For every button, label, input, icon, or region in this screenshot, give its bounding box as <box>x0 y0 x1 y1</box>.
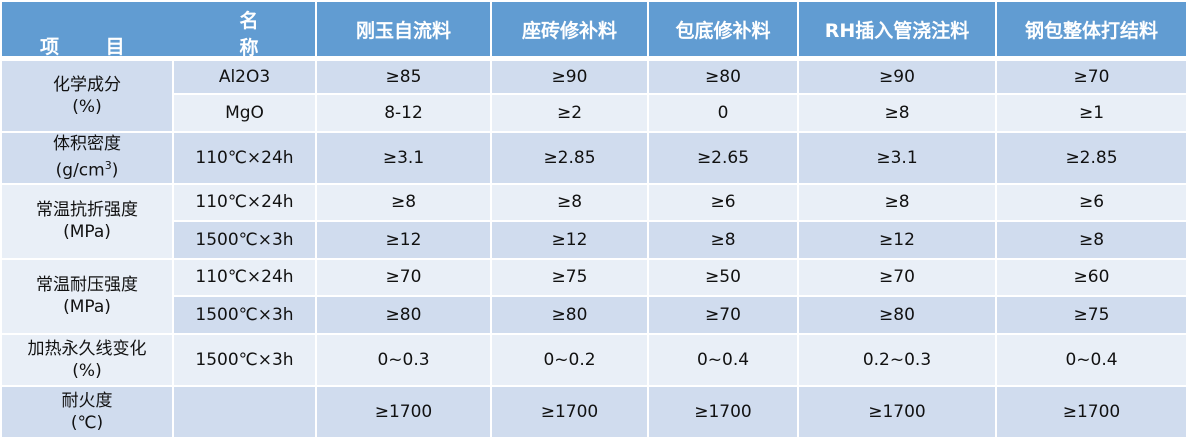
header-row: 名 称 项 目 刚玉自流料 座砖修补料 包底修补料 RH插入管浇注料 钢包整体打… <box>0 0 1186 61</box>
col-header: 钢包整体打结料 <box>995 0 1186 61</box>
table-row: 化学成分 (%) Al2O3 ≥85 ≥90 ≥80 ≥90 ≥70 <box>0 57 1186 133</box>
value-cell: 0~0.2 <box>490 332 649 387</box>
value-cell: ≥80 <box>490 294 649 335</box>
value-cell: ≥2.85 <box>995 130 1186 185</box>
property-label: 加热永久线变化 (%) <box>0 332 174 387</box>
condition-cell: 1500℃×3h <box>172 219 317 260</box>
value-cell: ≥90 <box>797 57 997 95</box>
value-cell: ≥1700 <box>797 384 997 439</box>
condition-cell: 110℃×24h <box>172 182 317 222</box>
value-cell: ≥1700 <box>995 384 1186 439</box>
value-cell: ≥8 <box>995 219 1186 260</box>
value-cell: ≥80 <box>647 57 799 95</box>
value-cell: 8-12 <box>315 92 492 133</box>
value-cell: ≥90 <box>490 57 649 95</box>
table-row: MgO 8-12 ≥2 0 ≥8 ≥1 <box>1 92 1186 133</box>
condition-cell: 110℃×24h <box>172 257 317 297</box>
col-header: RH插入管浇注料 <box>797 0 997 61</box>
value-cell: ≥70 <box>647 294 799 335</box>
item-label: 项 目 <box>40 36 145 58</box>
property-unit: (℃) <box>70 412 104 433</box>
corner-header: 名 称 项 目 <box>0 0 317 61</box>
property-name: 常温抗折强度 <box>36 200 138 220</box>
value-cell: ≥70 <box>315 257 492 297</box>
property-label: 常温抗折强度 (MPa) <box>0 182 174 260</box>
value-cell: ≥75 <box>490 257 649 297</box>
condition-cell: Al2O3 <box>172 57 317 95</box>
table-row: 常温抗折强度 (MPa) 110℃×24h ≥8 ≥8 ≥6 ≥8 ≥6 <box>0 182 1186 260</box>
property-label: 常温耐压强度 (MPa) <box>0 257 174 335</box>
value-cell: ≥8 <box>797 182 997 222</box>
table-row: 体积密度 (g/cm3) 110℃×24h ≥3.1 ≥2.85 ≥2.65 ≥3.1 ≥2.… <box>0 130 1186 185</box>
property-label: 体积密度 (g/cm3) <box>0 130 174 185</box>
value-cell: ≥3.1 <box>315 130 492 185</box>
name-label: 名 称 <box>239 10 283 59</box>
property-unit: (MPa) <box>63 297 111 317</box>
value-cell: ≥80 <box>797 294 997 335</box>
value-cell: 0 <box>647 92 799 133</box>
value-cell: 0~0.3 <box>315 332 492 387</box>
property-name: 化学成分 <box>53 74 121 95</box>
property-unit: (%) <box>72 96 102 117</box>
value-cell: ≥12 <box>315 219 492 260</box>
value-cell: ≥6 <box>995 182 1186 222</box>
value-cell: ≥2.65 <box>647 130 799 185</box>
value-cell: ≥8 <box>797 92 997 133</box>
property-name: 常温耐压强度 <box>36 275 138 295</box>
col-header: 包底修补料 <box>647 0 799 61</box>
value-cell: 0~0.4 <box>995 332 1186 387</box>
value-cell: ≥1 <box>995 92 1186 133</box>
table-row: 加热永久线变化 (%) 1500℃×3h 0~0.3 0~0.2 0~0.4 0.2~0.3… <box>0 332 1186 387</box>
condition-cell: 1500℃×3h <box>172 332 317 387</box>
value-cell: ≥1700 <box>490 384 649 439</box>
property-unit: (MPa) <box>63 222 111 242</box>
property-name: 体积密度 <box>53 134 121 155</box>
value-cell: ≥2.85 <box>490 130 649 185</box>
value-cell: ≥8 <box>315 182 492 222</box>
table-row: 1500℃×3h ≥80 ≥80 ≥70 ≥80 ≥75 <box>1 294 1186 335</box>
condition-cell: 1500℃×3h <box>172 294 317 335</box>
value-cell: ≥75 <box>995 294 1186 335</box>
value-cell: ≥8 <box>647 219 799 260</box>
value-cell: ≥70 <box>797 257 997 297</box>
table-row: 1500℃×3h ≥12 ≥12 ≥8 ≥12 ≥8 <box>1 219 1186 260</box>
value-cell: ≥85 <box>315 57 492 95</box>
table-row: 耐火度 (℃) ≥1700 ≥1700 ≥1700 ≥1700 ≥1700 <box>0 384 1186 439</box>
table-row: 常温耐压强度 (MPa) 110℃×24h ≥70 ≥75 ≥50 ≥70 ≥60 <box>0 257 1186 335</box>
property-unit: (g/cm3) <box>55 159 119 181</box>
value-cell: ≥12 <box>797 219 997 260</box>
condition-cell <box>172 384 317 439</box>
value-cell: ≥70 <box>995 57 1186 95</box>
condition-cell: MgO <box>172 92 317 133</box>
condition-cell: 110℃×24h <box>172 130 317 185</box>
value-cell: ≥3.1 <box>797 130 997 185</box>
value-cell: ≥1700 <box>315 384 492 439</box>
property-label: 化学成分 (%) <box>0 57 174 133</box>
property-unit: (%) <box>72 360 102 381</box>
value-cell: ≥2 <box>490 92 649 133</box>
value-cell: 0.2~0.3 <box>797 332 997 387</box>
value-cell: ≥6 <box>647 182 799 222</box>
value-cell: ≥12 <box>490 219 649 260</box>
value-cell: ≥60 <box>995 257 1186 297</box>
property-name: 耐火度 <box>61 390 113 411</box>
value-cell: ≥1700 <box>647 384 799 439</box>
col-header: 刚玉自流料 <box>315 0 492 61</box>
value-cell: ≥80 <box>315 294 492 335</box>
value-cell: ≥8 <box>490 182 649 222</box>
value-cell: 0~0.4 <box>647 332 799 387</box>
property-label: 耐火度 (℃) <box>0 384 174 439</box>
col-header: 座砖修补料 <box>490 0 649 61</box>
property-name: 加热永久线变化 <box>27 338 147 359</box>
value-cell: ≥50 <box>647 257 799 297</box>
